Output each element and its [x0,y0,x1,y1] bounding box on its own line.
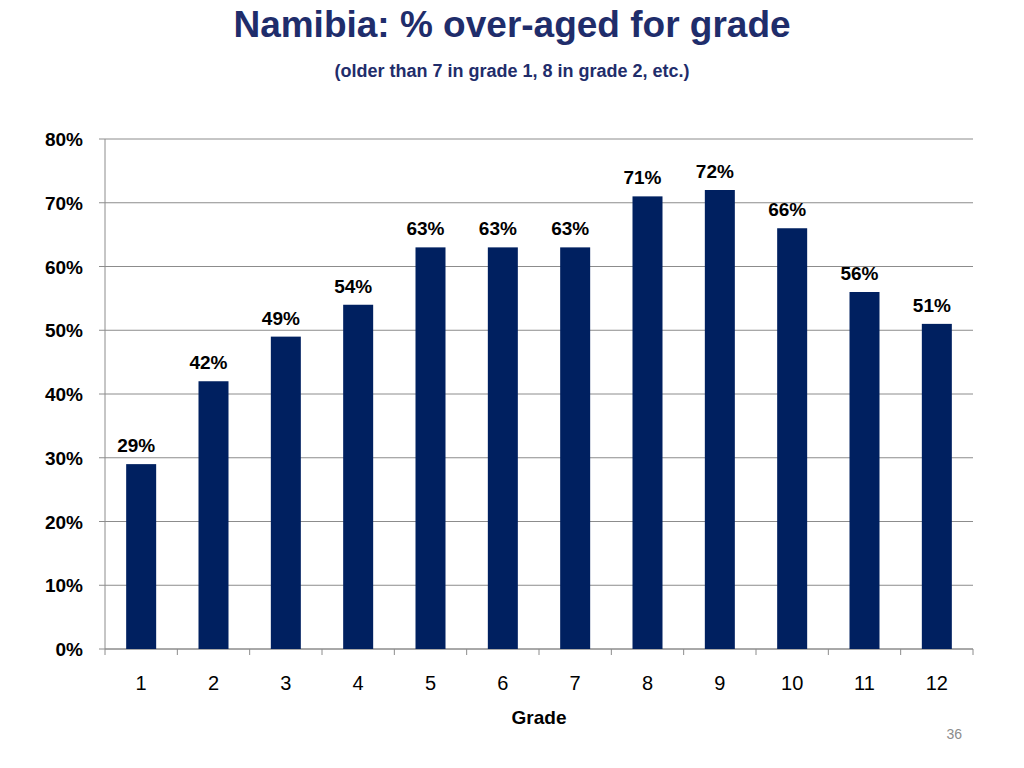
data-label: 63% [551,218,589,239]
data-label: 71% [623,167,661,188]
y-tick-label: 60% [45,257,83,278]
bars [126,190,952,649]
x-tick [177,649,178,655]
y-tick-label: 80% [45,129,83,150]
data-label: 29% [117,435,155,456]
x-tick-label: 10 [781,672,803,694]
y-tick-label: 50% [45,320,83,341]
x-axis-label: Grade [512,707,567,728]
y-tick [99,394,105,395]
y-axis [105,139,106,649]
chart-container: Namibia: % over-aged for grade (older tha… [0,0,1024,768]
data-label: 42% [189,352,227,373]
bar [850,292,880,649]
x-tick [394,649,395,655]
x-tick-label: 1 [136,672,147,694]
x-tick [105,649,106,655]
x-tick [828,649,829,655]
y-tick-label: 0% [56,639,84,660]
x-tick [611,649,612,655]
y-tick [99,457,105,458]
bar [343,305,373,649]
bar [488,247,518,649]
data-label: 51% [913,295,951,316]
chart: Namibia: % over-aged for grade (older tha… [0,0,1024,768]
x-tick [900,649,901,655]
grid-line [105,457,973,458]
x-tick [322,649,323,655]
data-label: 66% [768,199,806,220]
y-tick [99,139,105,140]
x-tick [756,649,757,655]
x-tick-label: 12 [926,672,948,694]
x-tick [539,649,540,655]
x-tick [973,649,974,655]
bar [705,190,735,649]
bar [416,247,446,649]
x-tick-label: 4 [353,672,364,694]
bar [922,324,952,649]
x-tick-label: 9 [714,672,725,694]
bar [560,247,590,649]
x-tick [683,649,684,655]
bar [777,228,807,649]
x-tick-label: 2 [208,672,219,694]
y-tick [99,330,105,331]
bar [126,464,156,649]
grid-line [105,585,973,586]
subtitle: (older than 7 in grade 1, 8 in grade 2, … [334,61,689,81]
x-tick-label: 3 [280,672,291,694]
y-tick [99,585,105,586]
x-tick-label: 5 [425,672,436,694]
x-tick-label: 6 [497,672,508,694]
x-tick [249,649,250,655]
page-number: 36 [946,726,962,742]
x-tick-label: 7 [570,672,581,694]
grid-line [105,521,973,522]
data-label: 49% [262,308,300,329]
y-tick [99,649,105,650]
y-tick-label: 20% [45,512,83,533]
x-tick [466,649,467,655]
y-tick [99,266,105,267]
grid-line [105,394,973,395]
title: Namibia: % over-aged for grade [233,4,790,45]
grid-line [105,330,973,331]
y-tick-label: 30% [45,448,83,469]
data-label: 63% [479,218,517,239]
y-tick [99,202,105,203]
y-tick-label: 10% [45,575,83,596]
bar [271,337,301,649]
grid-line [105,202,973,203]
y-tick-label: 40% [45,384,83,405]
y-tick-label: 70% [45,193,83,214]
grid-line [105,139,973,140]
data-label: 72% [696,161,734,182]
data-label: 56% [840,263,878,284]
bar [199,381,229,649]
data-label: 54% [334,276,372,297]
data-label: 63% [406,218,444,239]
bar [633,196,663,649]
x-tick-label: 8 [642,672,653,694]
x-tick-label: 11 [854,672,875,694]
y-tick [99,521,105,522]
